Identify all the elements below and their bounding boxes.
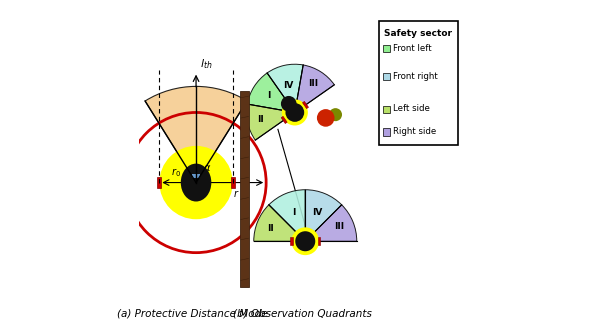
Text: I: I [267,91,270,100]
Text: IV: IV [312,208,322,217]
Polygon shape [382,45,390,52]
Circle shape [291,227,319,255]
Polygon shape [382,73,390,80]
Wedge shape [305,190,342,241]
Text: I: I [292,208,295,217]
Circle shape [282,99,308,126]
Polygon shape [318,237,320,245]
Text: $r_0$: $r_0$ [171,167,181,179]
Wedge shape [247,73,295,112]
Circle shape [281,96,297,111]
Text: Front right: Front right [393,72,438,81]
Polygon shape [382,128,390,136]
Text: II: II [267,224,274,233]
Polygon shape [379,21,458,145]
Wedge shape [295,65,335,112]
Text: Safety sector: Safety sector [384,29,452,38]
Polygon shape [193,174,200,178]
Polygon shape [303,101,309,109]
Circle shape [286,103,304,122]
Polygon shape [281,116,287,124]
Text: Left side: Left side [393,104,430,113]
Text: (a) Protective Distance Mode: (a) Protective Distance Mode [117,309,268,319]
Circle shape [295,231,315,251]
Circle shape [159,146,233,219]
Polygon shape [231,177,235,188]
Text: Right side: Right side [393,127,436,136]
Circle shape [329,108,342,121]
Wedge shape [305,205,357,241]
Text: $\alpha$: $\alpha$ [202,163,211,173]
Wedge shape [145,86,247,183]
Text: $l_{th}$: $l_{th}$ [200,57,213,71]
Text: (b) Observation Quadrants: (b) Observation Quadrants [233,309,371,319]
Wedge shape [267,64,303,112]
Text: II: II [257,115,264,124]
Text: III: III [335,222,344,231]
Polygon shape [158,177,161,188]
Wedge shape [269,190,305,241]
Wedge shape [254,205,305,241]
Ellipse shape [181,164,211,201]
Polygon shape [240,91,249,287]
Wedge shape [246,104,295,140]
Text: IV: IV [283,81,294,90]
Polygon shape [290,237,292,245]
Text: III: III [307,79,318,88]
Text: Front left: Front left [393,44,432,53]
Circle shape [317,109,335,127]
Polygon shape [382,106,390,113]
Text: $r$: $r$ [233,188,240,200]
